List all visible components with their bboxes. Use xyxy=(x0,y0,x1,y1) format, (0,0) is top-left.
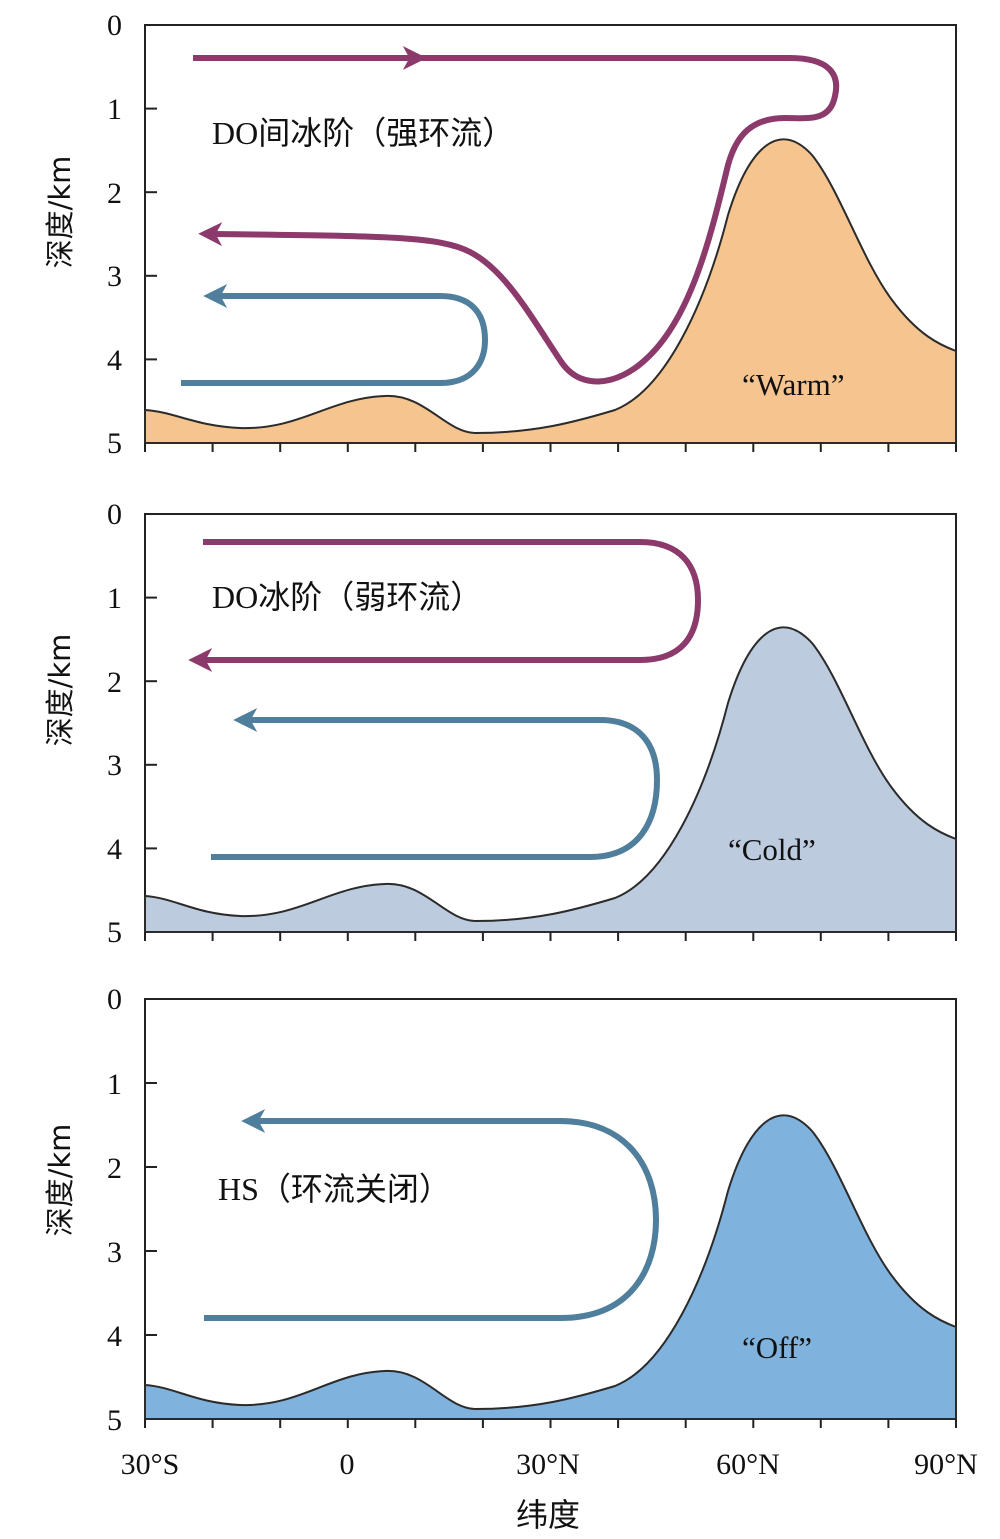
x-tick-labels: 30°S 0 30°N 60°N 90°N xyxy=(121,1448,978,1481)
y-tick-label: 5 xyxy=(107,427,122,460)
blue-cell-flow xyxy=(181,284,489,386)
seafloor-fill xyxy=(144,138,957,444)
y-tick-label: 0 xyxy=(107,983,122,1016)
mode-label: “Warm” xyxy=(742,367,845,402)
mode-label: “Cold” xyxy=(728,832,816,867)
x-axis-label: 纬度 xyxy=(516,1496,580,1534)
y-ticks xyxy=(145,998,157,1336)
blue-cell-flow xyxy=(211,708,661,860)
x-ticks xyxy=(144,1419,957,1428)
x-tick-label: 0 xyxy=(340,1448,355,1481)
upper-cell-flow xyxy=(198,55,840,385)
y-tick-label: 5 xyxy=(107,916,122,949)
y-tick-label: 4 xyxy=(107,344,122,377)
y-tick-label: 4 xyxy=(107,1320,122,1353)
y-tick-label: 1 xyxy=(107,1068,122,1101)
x-ticks xyxy=(144,932,957,941)
purple-cell-flow xyxy=(188,539,702,672)
y-axis-label: 深度/km xyxy=(43,156,77,269)
y-tick-label: 4 xyxy=(107,833,122,866)
mode-annotation: DO间冰阶（强环流） xyxy=(212,115,514,151)
y-tick-label: 2 xyxy=(107,1152,122,1185)
y-tick-label: 0 xyxy=(107,9,122,42)
seafloor-fill xyxy=(144,1114,957,1420)
panel-warm: 0 1 2 3 4 5 深度/km DO间冰阶（强环流） “Warm” xyxy=(43,9,957,460)
y-tick-label: 2 xyxy=(107,666,122,699)
y-ticks xyxy=(145,24,157,361)
x-ticks xyxy=(144,443,957,452)
mode-annotation: HS（环流关闭） xyxy=(218,1171,451,1207)
y-tick-label: 5 xyxy=(107,1404,122,1437)
seafloor-fill xyxy=(144,626,957,933)
y-tick-label: 2 xyxy=(107,177,122,210)
y-tick-label: 1 xyxy=(107,582,122,615)
y-tick-label: 0 xyxy=(107,498,122,531)
blue-cell-flow xyxy=(204,1109,660,1321)
x-tick-label: 90°N xyxy=(914,1448,978,1481)
y-tick-label: 3 xyxy=(107,1236,122,1269)
y-tick-labels: 0 1 2 3 4 5 xyxy=(107,9,122,460)
panel-off: 0 1 2 3 4 5 深度/km HS（环流关闭） “Off” xyxy=(43,983,957,1437)
y-axis-label: 深度/km xyxy=(43,1124,77,1237)
y-axis-label: 深度/km xyxy=(43,634,77,747)
mode-annotation: DO冰阶（弱环流） xyxy=(212,579,482,615)
y-tick-labels: 0 1 2 3 4 5 xyxy=(107,983,122,1437)
x-tick-label: 30°N xyxy=(516,1448,580,1481)
x-tick-label: 60°N xyxy=(716,1448,780,1481)
y-ticks xyxy=(145,513,157,850)
x-tick-label: 30°S xyxy=(121,1448,180,1481)
mode-label: “Off” xyxy=(742,1330,812,1365)
panel-cold: 0 1 2 3 4 5 深度/km DO冰阶（弱环流） “Cold” xyxy=(43,498,957,949)
y-tick-labels: 0 1 2 3 4 5 xyxy=(107,498,122,949)
y-tick-label: 1 xyxy=(107,93,122,126)
y-tick-label: 3 xyxy=(107,260,122,293)
y-tick-label: 3 xyxy=(107,749,122,782)
